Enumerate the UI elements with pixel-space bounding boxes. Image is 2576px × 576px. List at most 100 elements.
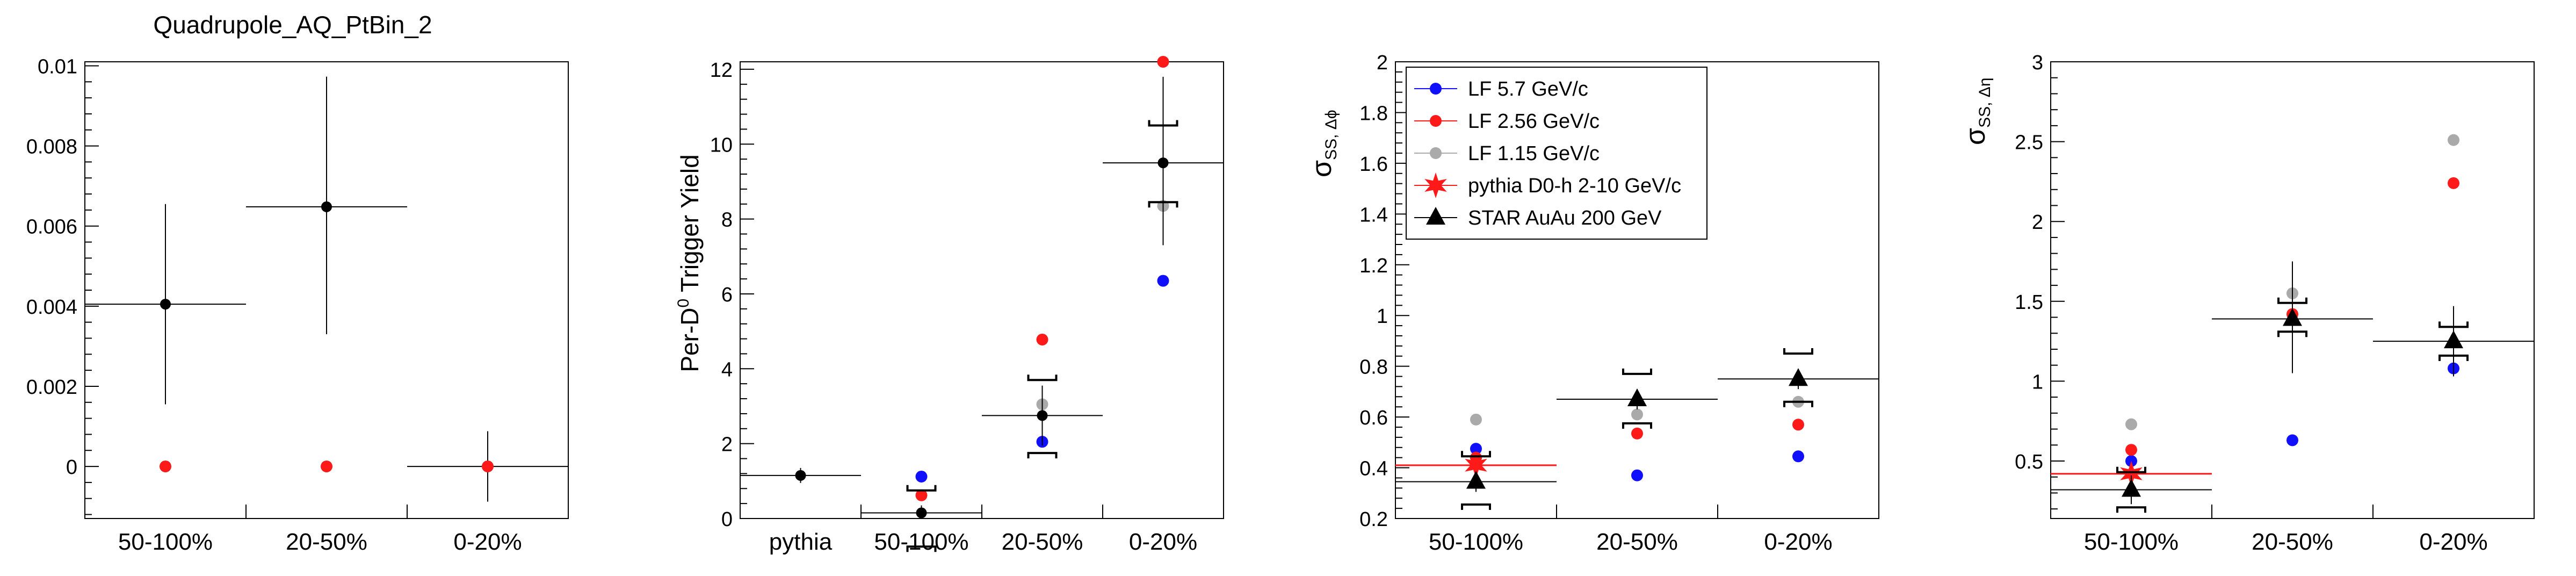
data-point (915, 470, 928, 483)
y-axis-label-rest: Trigger Yield (676, 154, 704, 298)
y-tick-label: 0.002 (26, 376, 77, 399)
data-point (1631, 408, 1643, 421)
data-point (1792, 419, 1804, 431)
y-tick-label: 12 (710, 59, 733, 82)
x-tick-label: 0-20% (1764, 529, 1832, 555)
x-tick-label: 0-20% (1129, 529, 1197, 555)
x-tick-label: 20-50% (1002, 529, 1083, 555)
y-tick-label: 0.6 (1359, 407, 1388, 429)
plot-frame (2050, 61, 2535, 519)
data-point (915, 489, 928, 501)
systematic-bracket (1148, 120, 1178, 127)
data-point (1157, 56, 1169, 68)
data-point (321, 201, 332, 212)
systematic-bracket (2438, 354, 2469, 361)
y-tick-label: 8 (721, 209, 733, 232)
y-tick-label: 1.4 (1359, 204, 1388, 226)
plot-frame (740, 61, 1224, 519)
y-tick-label: 10 (710, 134, 733, 156)
data-point (916, 507, 927, 519)
data-marker-triangle (1789, 368, 1808, 386)
y-tick-label: 1.8 (1359, 102, 1388, 125)
y-tick-label: 0 (66, 456, 77, 479)
data-point (1430, 147, 1442, 159)
sigma-deta-panel: σSS, Δη 0.5 1 1.5 2 2.5 3 50-100% 20-50% 0-20% (1960, 52, 2535, 555)
data-point (1036, 333, 1048, 345)
y-tick-label: 0.2 (1359, 508, 1388, 531)
systematic-bracket (1622, 422, 1652, 429)
legend-entry-label: pythia D0-h 2-10 GeV/c (1468, 175, 1681, 197)
data-point (2125, 444, 2137, 456)
x-tick-label: 50-100% (1429, 529, 1523, 555)
data-marker-star (2120, 460, 2143, 487)
systematic-bracket (1148, 201, 1178, 208)
data-point (1157, 157, 1169, 169)
y-axis-label-main: σ (1960, 128, 1991, 145)
legend-entry-label: LF 2.56 GeV/c (1468, 110, 1600, 133)
y-tick-label: 0 (721, 508, 733, 531)
y-axis-label: σSS, Δη (1960, 77, 1994, 145)
x-tick-label: pythia (769, 529, 833, 555)
data-marker-triangle (1466, 471, 1486, 489)
y-axis-label-superscript: 0 (675, 299, 692, 308)
systematic-bracket (1622, 368, 1652, 375)
data-point (1430, 115, 1442, 127)
systematic-bracket (906, 485, 937, 492)
y-tick-label: 2 (1377, 52, 1388, 74)
systematic-bracket (1461, 503, 1491, 510)
x-tick-label: 50-100% (874, 529, 968, 555)
y-tick-label: 0.004 (26, 296, 77, 319)
y-tick-label: 3 (2032, 52, 2043, 74)
data-marker-star (1465, 452, 1487, 478)
y-tick-label: 4 (721, 358, 733, 381)
data-point (1470, 443, 1482, 455)
y-axis-label-main: σ (1306, 160, 1337, 177)
data-point (1470, 413, 1482, 426)
y-tick-label: 0.5 (2015, 451, 2043, 473)
legend-entry-label: LF 1.15 GeV/c (1468, 142, 1600, 165)
y-tick-label: 1.5 (2015, 291, 2043, 314)
data-point (1157, 275, 1169, 287)
x-tick-label: 50-100% (118, 529, 213, 555)
data-point (1631, 469, 1643, 481)
quadrupole-panel: Quadrupole_AQ_PtBin_2 0 0.002 0.004 0.006 0.… (26, 11, 569, 555)
data-point (2448, 134, 2459, 146)
systematic-bracket (2116, 466, 2146, 473)
systematic-bracket (906, 545, 937, 552)
systematic-bracket (1027, 452, 1058, 459)
systematic-bracket (1027, 375, 1058, 381)
x-tick-label: 0-20% (2419, 529, 2487, 555)
data-point (321, 460, 332, 473)
data-point (482, 460, 494, 473)
data-point (160, 460, 171, 473)
plot-frame (1395, 61, 1879, 519)
data-marker-triangle (2283, 308, 2302, 326)
chart-title: Quadrupole_AQ_PtBin_2 (153, 11, 432, 39)
data-point (795, 470, 806, 481)
data-point (1430, 83, 1442, 95)
x-tick-label: 50-100% (2084, 529, 2179, 555)
x-tick-label: 20-50% (2252, 529, 2333, 555)
systematic-bracket (1783, 400, 1813, 407)
x-tick-label: 20-50% (1596, 529, 1678, 555)
data-point (1792, 450, 1804, 463)
y-axis-label-subscript: SS, Δϕ (1322, 110, 1340, 160)
x-tick-label: 20-50% (286, 529, 367, 555)
sigma-dphi-panel: σSS, Δϕ 0.2 0.4 0.6 0.8 1 1.2 1.4 1.6 1.8 2 50-100… (1306, 52, 1879, 555)
y-axis-label: Per-D0 Trigger Yield (675, 154, 704, 372)
systematic-bracket (2116, 506, 2146, 513)
y-tick-label: 2 (2032, 211, 2043, 234)
y-tick-label: 1 (2032, 371, 2043, 393)
y-tick-label: 2.5 (2015, 132, 2043, 154)
y-axis-label: σSS, Δϕ (1306, 110, 1340, 177)
y-tick-label: 0.8 (1359, 356, 1388, 379)
y-tick-label: 2 (721, 434, 733, 456)
data-marker-star (1424, 172, 1447, 198)
legend-entry-label: LF 5.7 GeV/c (1468, 78, 1588, 100)
y-axis-label-main: Per-D (676, 308, 704, 372)
y-axis-label-subscript: SS, Δη (1976, 77, 1994, 127)
systematic-bracket (1461, 451, 1491, 458)
y-tick-label: 1 (1377, 305, 1388, 328)
